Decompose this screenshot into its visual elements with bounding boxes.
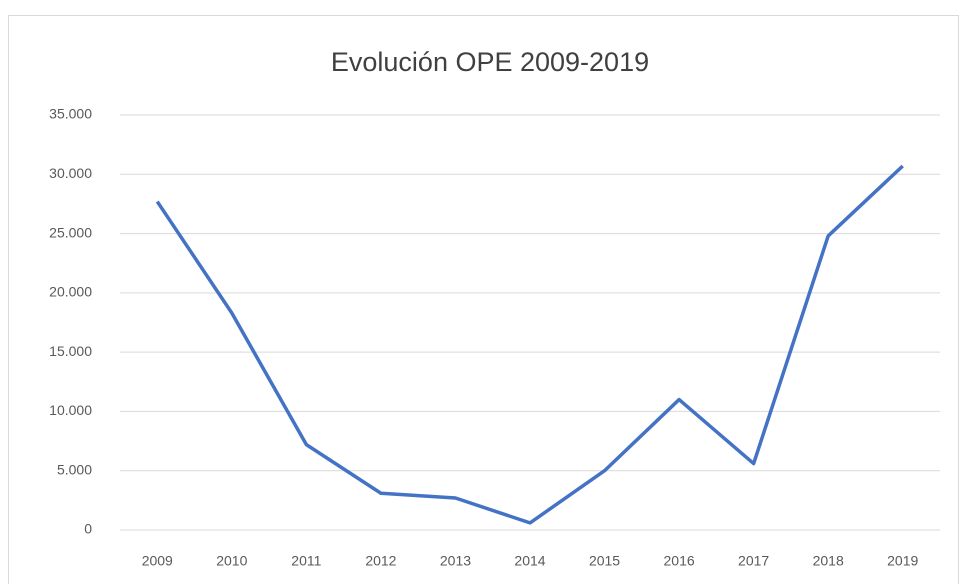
x-tick-label: 2018	[813, 553, 844, 569]
y-tick-label: 5.000	[57, 461, 92, 477]
y-tick-label: 35.000	[49, 106, 92, 122]
y-tick-label: 10.000	[49, 402, 92, 418]
line-series	[155, 164, 904, 525]
x-tick-label: 2010	[216, 553, 247, 569]
y-tick-label: 20.000	[49, 284, 92, 300]
x-tick-label: 2009	[142, 553, 173, 569]
y-tick-label: 0	[84, 521, 92, 537]
x-tick-label: 2013	[440, 553, 471, 569]
chart-title: Evolución OPE 2009-2019	[331, 47, 649, 77]
chart-frame	[8, 15, 959, 584]
x-tick-label: 2014	[514, 553, 545, 569]
x-tick-label: 2015	[589, 553, 620, 569]
x-tick-label: 2017	[738, 553, 769, 569]
y-tick-label: 15.000	[49, 343, 92, 359]
x-tick-label: 2011	[291, 553, 321, 569]
x-tick-label: 2012	[365, 553, 396, 569]
x-tick-label: 2019	[887, 553, 918, 569]
y-tick-label: 25.000	[49, 224, 92, 240]
x-tick-label: 2016	[664, 553, 695, 569]
y-tick-label: 30.000	[49, 165, 92, 181]
